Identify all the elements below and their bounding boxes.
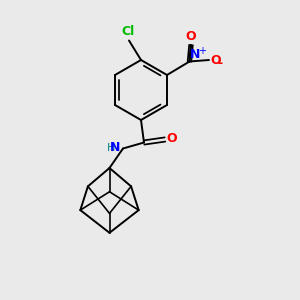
Text: +: +: [198, 46, 206, 56]
Text: N: N: [110, 141, 121, 154]
Text: O: O: [167, 132, 177, 146]
Text: N: N: [190, 48, 200, 61]
Text: H: H: [107, 142, 116, 153]
Text: -: -: [218, 56, 223, 70]
Text: O: O: [186, 30, 196, 43]
Text: O: O: [211, 53, 221, 67]
Text: Cl: Cl: [121, 25, 134, 38]
